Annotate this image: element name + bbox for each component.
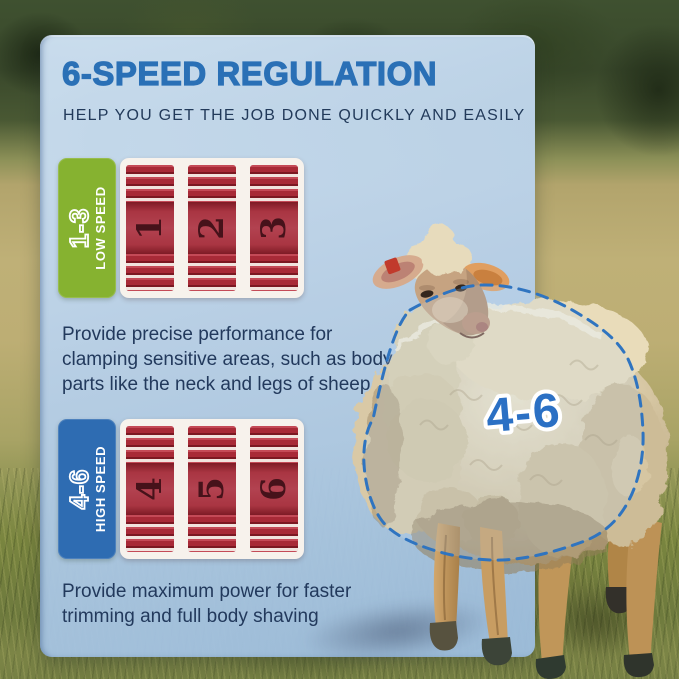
dial-number: 3	[253, 216, 294, 240]
dial-knurl	[188, 426, 236, 463]
wool-texture	[419, 359, 618, 486]
dial-number: 6	[253, 477, 294, 501]
speed-zone-label: 4-6	[484, 384, 564, 443]
high-speed-label: HIGH SPEED	[93, 445, 108, 533]
dial-wheel-4: 4	[126, 426, 174, 552]
sheep-photo: 4-6	[300, 215, 679, 679]
ear-tag	[384, 257, 401, 275]
high-speed-block: 4-6 HIGH SPEED 4 5 6	[58, 419, 304, 559]
dial-knurl	[126, 426, 174, 463]
high-speed-range: 4-6	[63, 468, 95, 510]
dial-number: 2	[191, 216, 232, 240]
high-speed-description: Provide maximum power for faster trimmin…	[62, 581, 352, 628]
low-speed-description: Provide precise performance for clamping…	[62, 324, 393, 396]
high-speed-dial: 4 5 6	[120, 419, 304, 559]
sheep-wool-body	[353, 224, 668, 573]
dial-wheel-2: 2	[188, 165, 236, 291]
dial-number: 5	[191, 477, 232, 501]
page-title: 6-SPEED REGULATION	[61, 54, 438, 92]
low-speed-badge: 1-3 LOW SPEED	[58, 158, 116, 298]
dial-knurl	[126, 254, 174, 291]
dial-knurl	[188, 515, 236, 552]
dial-wheel-3: 3	[250, 165, 298, 291]
sheep-front-legs	[429, 523, 512, 666]
dial-knurl	[126, 515, 174, 552]
dial-knurl	[250, 165, 298, 202]
dial-knurl	[126, 165, 174, 202]
speed-zone-outline	[362, 283, 645, 562]
dial-wheel-6: 6	[250, 426, 298, 552]
dial-knurl	[188, 254, 236, 291]
sheep-head	[372, 244, 510, 339]
high-speed-badge: 4-6 HIGH SPEED	[58, 419, 116, 559]
dial-knurl	[250, 426, 298, 463]
dial-knurl	[250, 515, 298, 552]
low-speed-label: LOW SPEED	[93, 186, 108, 270]
dial-wheel-1: 1	[126, 165, 174, 291]
low-speed-block: 1-3 LOW SPEED 1 2 3	[58, 158, 304, 298]
low-speed-dial: 1 2 3	[120, 158, 304, 298]
page-subtitle: HELP YOU GET THE JOB DONE QUICKLY AND EA…	[63, 107, 526, 124]
dial-number: 4	[129, 477, 170, 501]
dial-wheel-5: 5	[188, 426, 236, 552]
dial-number: 1	[129, 216, 170, 240]
low-speed-range: 1-3	[63, 207, 95, 249]
dial-knurl	[188, 165, 236, 202]
sheep-eye	[420, 290, 434, 298]
dial-knurl	[250, 254, 298, 291]
